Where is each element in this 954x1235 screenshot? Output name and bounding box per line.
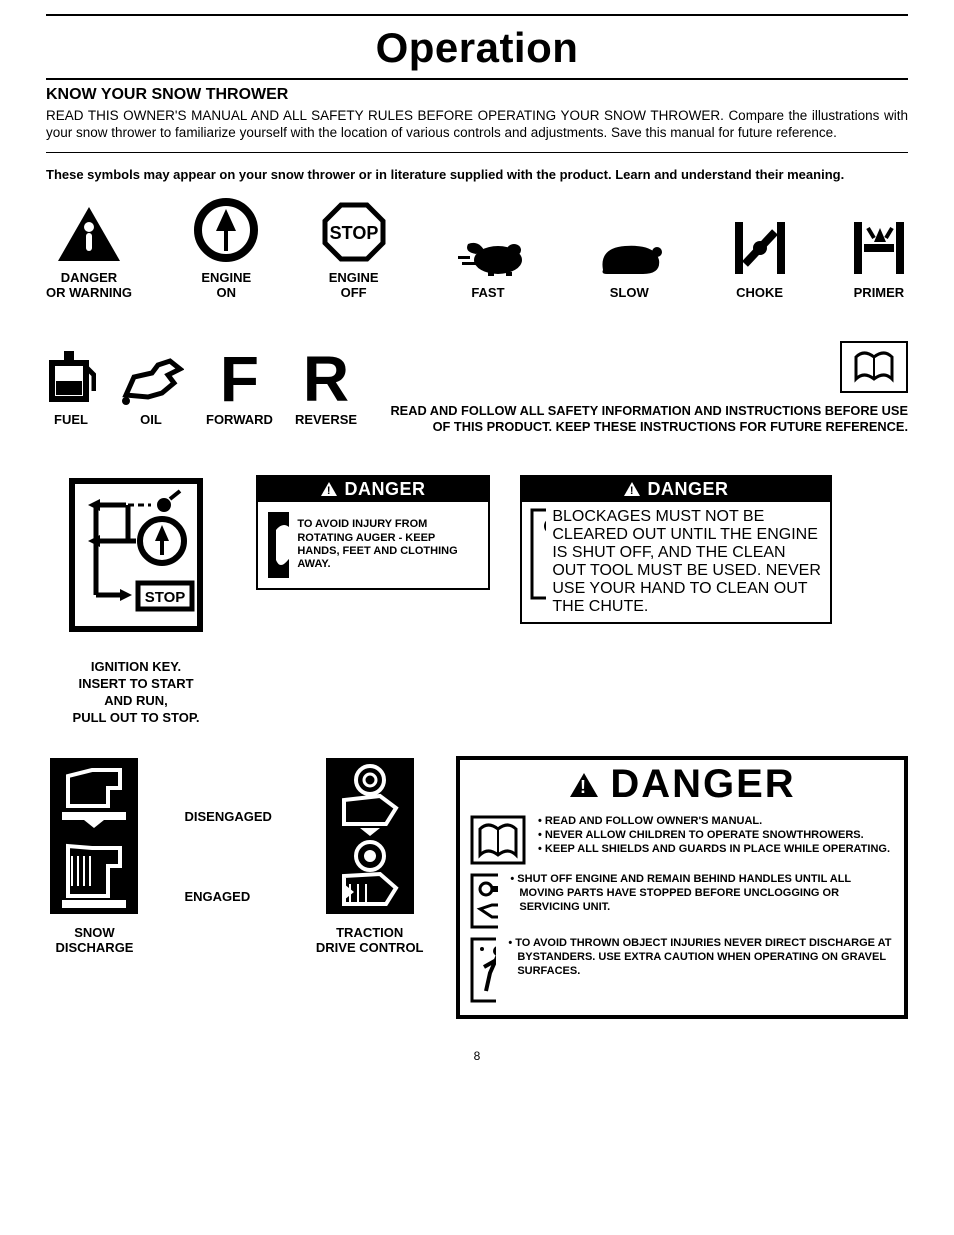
danger-head-2: DANGER	[647, 479, 728, 500]
danger-auger-box: ! DANGER TO AVOID INJURY FROM ROTATING A…	[256, 475, 490, 590]
service-icon	[470, 873, 498, 929]
big-danger-head: DANGER	[610, 762, 795, 807]
disengaged-label: DISENGAGED	[184, 809, 271, 824]
intro-paragraph: READ THIS OWNER'S MANUAL AND ALL SAFETY …	[46, 108, 908, 142]
symbol-row-1: DANGER OR WARNING ENGINE ON STOP ENGINE …	[46, 197, 908, 301]
bystander-icon	[470, 937, 496, 1003]
svg-text:!: !	[630, 485, 634, 497]
big-danger-b3: • TO AVOID THROWN OBJECT INJURIES NEVER …	[508, 937, 894, 978]
symbol-forward-label: FORWARD	[206, 413, 273, 428]
big-danger-b1a: • READ AND FOLLOW OWNER'S MANUAL.	[538, 815, 890, 829]
primer-icon	[850, 218, 908, 278]
big-danger-box: ! DANGER • READ AND FOLLOW OWNER'S MANUA…	[456, 756, 908, 1019]
danger-head-1: DANGER	[344, 479, 425, 500]
symbol-oil-label: OIL	[140, 413, 162, 428]
engaged-label: ENGAGED	[184, 889, 271, 904]
svg-text:!: !	[580, 777, 588, 797]
big-danger-b1b: • NEVER ALLOW CHILDREN TO OPERATE SNOWTH…	[538, 829, 890, 843]
symbol-choke-label: CHOKE	[736, 286, 783, 301]
traction-icon	[324, 756, 416, 916]
traction-label: TRACTION DRIVE CONTROL	[316, 926, 424, 956]
warn-icon: !	[320, 481, 338, 497]
snow-discharge-label: SNOW DISCHARGE	[55, 926, 133, 956]
page-title: Operation	[46, 24, 908, 72]
auger-icon	[266, 510, 289, 580]
page-number: 8	[46, 1049, 908, 1063]
symbol-primer-label: PRIMER	[854, 286, 905, 301]
symbol-choke: CHOKE	[731, 218, 789, 301]
oil-icon	[118, 357, 184, 405]
danger-icon	[56, 205, 122, 263]
symbol-engine-on: ENGINE ON	[193, 197, 259, 301]
stop-text: STOP	[329, 223, 378, 243]
reverse-letter: R	[303, 354, 349, 405]
warn-icon-big: !	[568, 771, 600, 799]
ignition-text: IGNITION KEY. INSERT TO START AND RUN, P…	[73, 659, 200, 727]
symbol-forward: F FORWARD	[206, 354, 273, 428]
symbol-slow-label: SLOW	[610, 286, 649, 301]
symbol-fast-label: FAST	[471, 286, 504, 301]
symbol-danger-label: DANGER OR WARNING	[46, 271, 132, 301]
svg-text:STOP: STOP	[145, 589, 186, 606]
manual-icon	[470, 815, 526, 865]
book-icon	[852, 349, 896, 385]
forward-letter: F	[220, 354, 259, 405]
symbol-fuel: FUEL	[46, 347, 96, 428]
symbol-engine-on-label: ENGINE ON	[201, 271, 251, 301]
svg-text:!: !	[327, 485, 331, 497]
snow-discharge-cell: SNOW DISCHARGE	[48, 756, 140, 956]
symbol-engine-off-label: ENGINE OFF	[329, 271, 379, 301]
blockage-icon	[530, 508, 546, 600]
symbol-slow: SLOW	[589, 234, 669, 301]
symbol-danger: DANGER OR WARNING	[46, 205, 132, 301]
symbol-primer: PRIMER	[850, 218, 908, 301]
danger-blockage-box: ! DANGER BLOCKAGES MUST NOT BE CLEARED O…	[520, 475, 832, 624]
symbol-reverse-label: REVERSE	[295, 413, 357, 428]
symbol-oil: OIL	[118, 357, 184, 428]
big-danger-b1c: • KEEP ALL SHIELDS AND GUARDS IN PLACE W…	[538, 843, 890, 857]
manual-message: READ AND FOLLOW ALL SAFETY INFORMATION A…	[377, 403, 908, 435]
symbol-engine-off: STOP ENGINE OFF	[321, 201, 387, 301]
snow-discharge-icon	[48, 756, 140, 916]
choke-icon	[731, 218, 789, 278]
fast-icon	[448, 230, 528, 278]
engine-on-icon	[193, 197, 259, 263]
slow-icon	[589, 234, 669, 278]
section-subhead: KNOW YOUR SNOW THROWER	[46, 86, 908, 104]
manual-cell	[840, 341, 908, 393]
symbol-fast: FAST	[448, 230, 528, 301]
symbol-fuel-label: FUEL	[54, 413, 88, 428]
traction-cell: TRACTION DRIVE CONTROL	[316, 756, 424, 956]
warn-icon: !	[623, 481, 641, 497]
danger-auger-text: TO AVOID INJURY FROM ROTATING AUGER - KE…	[297, 518, 480, 571]
danger-blockage-text: BLOCKAGES MUST NOT BE CLEARED OUT UNTIL …	[552, 508, 822, 616]
symbol-reverse: R REVERSE	[295, 354, 357, 428]
ignition-diagram-icon: STOP	[66, 475, 206, 635]
engine-off-icon: STOP	[321, 201, 387, 263]
fuel-icon	[46, 347, 96, 405]
symbols-intro: These symbols may appear on your snow th…	[46, 167, 908, 183]
big-danger-b2: • SHUT OFF ENGINE AND REMAIN BEHIND HAND…	[510, 873, 894, 914]
